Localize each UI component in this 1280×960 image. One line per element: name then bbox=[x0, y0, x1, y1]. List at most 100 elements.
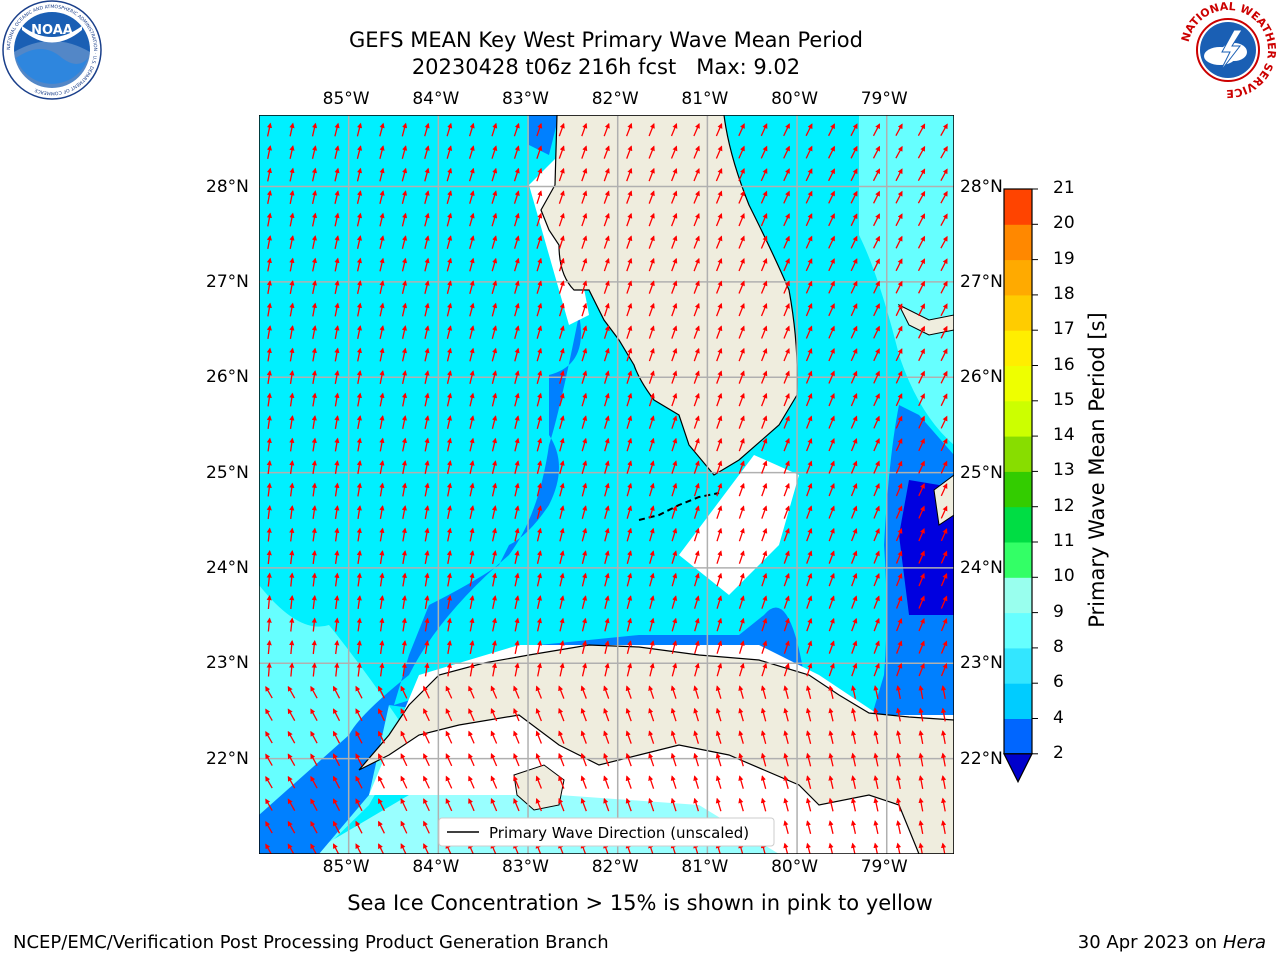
wave-arrow bbox=[490, 685, 498, 699]
wave-arrow bbox=[424, 527, 430, 542]
wave-arrow bbox=[468, 685, 475, 699]
wave-arrow bbox=[266, 662, 272, 677]
wave-arrow bbox=[401, 325, 408, 339]
wave-arrow bbox=[760, 123, 768, 137]
wave-arrow bbox=[873, 438, 880, 452]
wave-arrow bbox=[378, 820, 385, 834]
wave-arrow bbox=[334, 122, 340, 137]
wave-arrow bbox=[940, 483, 948, 497]
wave-arrow bbox=[873, 370, 880, 384]
wave-arrow bbox=[783, 190, 790, 204]
wave-arrow bbox=[850, 730, 857, 744]
colorbar-tick-label: 15 bbox=[1053, 389, 1075, 410]
lat-tick-label: 28°N bbox=[960, 176, 1003, 197]
wave-arrow bbox=[603, 370, 610, 384]
wave-arrow bbox=[828, 617, 835, 632]
wave-arrow bbox=[626, 190, 633, 204]
wave-arrow bbox=[940, 235, 948, 249]
wave-arrow bbox=[715, 213, 723, 227]
wave-arrow bbox=[603, 775, 610, 789]
wave-arrow bbox=[940, 663, 948, 677]
wave-arrow bbox=[783, 842, 789, 854]
lat-tick-label: 24°N bbox=[206, 557, 249, 578]
wave-arrow bbox=[424, 640, 430, 655]
wave-arrow bbox=[513, 145, 520, 159]
wave-arrow bbox=[379, 595, 385, 610]
wave-arrow bbox=[918, 820, 924, 835]
wave-arrow bbox=[379, 482, 385, 497]
wave-arrow bbox=[895, 707, 902, 722]
wave-arrow bbox=[558, 752, 565, 767]
wave-arrow bbox=[805, 820, 812, 834]
wave-arrow bbox=[311, 167, 318, 182]
colorbar-segment bbox=[1004, 330, 1032, 366]
wave-arrow bbox=[581, 347, 588, 362]
wave-arrow bbox=[311, 415, 317, 430]
wave-arrow bbox=[850, 280, 858, 294]
wave-arrow bbox=[738, 280, 745, 294]
wave-arrow bbox=[738, 303, 745, 317]
wave-arrow bbox=[535, 775, 543, 789]
wave-arrow bbox=[738, 460, 745, 474]
wave-arrow bbox=[287, 753, 296, 767]
wave-arrow bbox=[287, 730, 296, 744]
wave-arrow bbox=[356, 235, 363, 249]
wave-arrow bbox=[559, 527, 565, 542]
wave-arrow bbox=[850, 370, 858, 384]
wave-arrow bbox=[850, 505, 858, 519]
wave-arrow bbox=[828, 505, 835, 519]
wave-arrow bbox=[895, 348, 903, 362]
wave-arrow bbox=[783, 303, 790, 317]
wave-arrow bbox=[625, 775, 632, 789]
wave-arrow bbox=[693, 415, 700, 429]
wave-arrow bbox=[918, 280, 925, 294]
wave-arrow bbox=[378, 685, 385, 699]
wave-arrow bbox=[738, 392, 745, 407]
wave-arrow bbox=[648, 775, 655, 789]
wave-arrow bbox=[536, 167, 543, 182]
wave-arrow bbox=[828, 235, 835, 249]
wave-arrow bbox=[400, 708, 408, 722]
wave-arrow bbox=[559, 370, 565, 384]
wave-arrow bbox=[424, 302, 430, 317]
wave-arrow bbox=[514, 527, 520, 542]
colorbar-segment bbox=[1004, 224, 1032, 261]
wave-arrow bbox=[536, 392, 543, 407]
wave-arrow bbox=[805, 415, 813, 429]
wave-arrow bbox=[940, 573, 948, 587]
run-date-text: 30 Apr 2023 on bbox=[1077, 932, 1223, 953]
wave-arrow bbox=[558, 280, 565, 294]
wave-arrow bbox=[761, 505, 768, 519]
wave-arrow bbox=[289, 505, 295, 519]
wave-arrow bbox=[670, 168, 678, 182]
wave-arrow bbox=[850, 528, 858, 542]
wave-arrow bbox=[266, 167, 273, 182]
wave-arrow bbox=[851, 640, 858, 654]
wave-arrow bbox=[332, 775, 341, 789]
wave-arrow bbox=[446, 617, 452, 632]
wave-arrow bbox=[851, 662, 858, 677]
wave-arrow bbox=[311, 347, 317, 362]
wave-arrow bbox=[738, 752, 744, 767]
wave-arrow bbox=[738, 123, 745, 137]
wave-arrow bbox=[424, 595, 430, 610]
wave-arrow bbox=[379, 347, 385, 362]
wave-arrow bbox=[872, 123, 881, 137]
lat-tick-label: 23°N bbox=[206, 653, 249, 674]
wave-arrow bbox=[806, 662, 813, 677]
colorbar-tick-label: 21 bbox=[1053, 178, 1075, 198]
wave-arrow bbox=[626, 392, 633, 407]
wave-arrow bbox=[289, 212, 295, 227]
wave-arrow bbox=[424, 145, 430, 159]
wave-arrow bbox=[648, 123, 655, 137]
wave-arrow bbox=[356, 527, 362, 542]
wave-arrow bbox=[670, 797, 677, 812]
colorbar-segment bbox=[1004, 189, 1032, 225]
wave-arrow bbox=[895, 483, 903, 497]
wave-arrow bbox=[332, 685, 341, 699]
wave-arrow bbox=[873, 213, 880, 227]
wave-arrow bbox=[918, 438, 925, 452]
wave-arrow bbox=[738, 325, 745, 339]
wave-arrow bbox=[289, 257, 295, 272]
wave-arrow bbox=[895, 145, 903, 159]
